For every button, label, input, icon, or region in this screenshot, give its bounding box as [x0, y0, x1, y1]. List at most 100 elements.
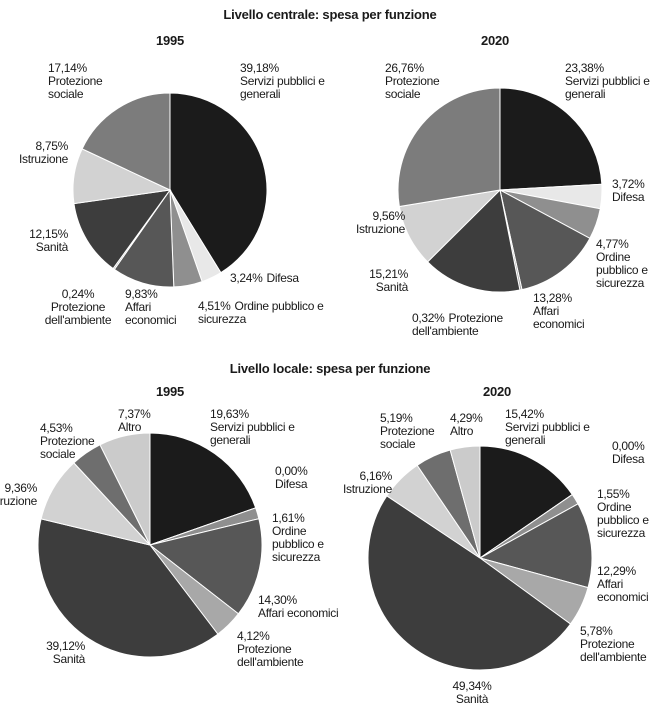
slice-label: 4,12% Protezione dell'ambiente	[237, 630, 327, 669]
slice-label: 9,83% Affari economici	[125, 288, 195, 327]
slice-label: 4,29% Altro	[450, 412, 490, 438]
value-label: 13,28%	[533, 291, 572, 305]
category-label: Sanità	[35, 240, 69, 254]
pie-slice	[397, 87, 501, 208]
chart-title: 2020	[480, 33, 510, 48]
pie-slice	[99, 432, 151, 546]
slice-label: 39,12% Sanità	[20, 640, 85, 666]
pie-slice	[426, 188, 521, 293]
pie-slice	[73, 189, 172, 270]
value-label: 12,15%	[29, 227, 68, 241]
value-label: 0,32%	[412, 311, 445, 325]
slice-label: 8,75% Istruzione	[4, 140, 68, 166]
value-label: 0,00%	[275, 464, 308, 478]
value-label: 0,00%	[612, 439, 645, 453]
section-title: Livello centrale: spesa per funzione	[223, 7, 437, 22]
pie-slice	[169, 92, 268, 274]
pie-slice	[449, 445, 481, 559]
category-label: Difesa	[612, 190, 645, 204]
pie-slice	[148, 518, 263, 615]
slice-label: 0,32% Protezione dell'ambiente	[412, 312, 532, 338]
category-label: Protezione dell'ambiente	[412, 311, 503, 338]
pie-slice	[81, 92, 171, 191]
value-label: 7,37%	[118, 407, 151, 421]
category-label: Ordine pubblico e sicurezza	[198, 299, 324, 326]
value-label: 15,21%	[369, 267, 408, 281]
slice-label: 13,28% Affari economici	[533, 292, 613, 331]
category-label: Affari economici	[533, 304, 585, 331]
slice-label: 17,14% Protezione sociale	[48, 62, 128, 101]
value-label: 49,34%	[452, 679, 492, 693]
slice-label: 4,53% Protezione sociale	[40, 422, 110, 461]
value-label: 8,75%	[35, 139, 68, 153]
slice-label: 49,34% Sanità	[432, 680, 512, 706]
category-label: Istruzione	[18, 152, 68, 166]
category-label: Servizi pubblici e generali	[210, 420, 295, 447]
slice-label: 3,24% Difesa	[230, 272, 350, 285]
category-label: Difesa	[275, 477, 308, 491]
section-title: Livello locale: spesa per funzione	[229, 361, 431, 376]
category-label: Protezione dell'ambiente	[580, 637, 647, 664]
slice-label: 9,56% Istruzione	[335, 210, 405, 236]
category-label: Ordine pubblico e sicurezza	[596, 250, 648, 290]
category-label: Protezione dell'ambiente	[237, 642, 304, 669]
value-label: 4,12%	[237, 629, 270, 643]
slice-label: 4,51% Ordine pubblico e sicurezza	[198, 300, 338, 326]
pie-slice	[499, 189, 591, 291]
slice-label: 12,29% Affari economici	[597, 565, 659, 604]
slice-label: 9,36%Istruzione	[0, 482, 37, 508]
slice-label: 3,72% Difesa	[612, 178, 658, 204]
category-label: Servizi pubblici e generali	[505, 420, 590, 447]
category-label: Protezione sociale	[40, 434, 95, 461]
category-label: Altro	[118, 420, 142, 434]
value-label: 9,56%	[372, 209, 405, 223]
slice-label: 0,24% Protezione dell'ambiente	[38, 288, 118, 327]
category-label: Ordine pubblico e sicurezza	[597, 500, 649, 540]
category-label: Servizi pubblici e generali	[240, 74, 325, 101]
slice-label: 1,61% Ordine pubblico e sicurezza	[272, 512, 342, 564]
chart-title: 2020	[482, 384, 512, 399]
value-label: 1,61%	[272, 511, 305, 525]
value-label: 9,36%	[4, 481, 37, 495]
category-label: Ordine pubblico e sicurezza	[272, 524, 324, 564]
slice-label: 6,16% Istruzione	[322, 470, 392, 496]
value-label: 3,72%	[612, 177, 645, 191]
slice-label: 19,63% Servizi pubblici e generali	[210, 408, 310, 447]
value-label: 6,16%	[359, 469, 392, 483]
category-label: Difesa	[266, 271, 300, 285]
value-label: 12,29%	[597, 564, 636, 578]
value-label: 19,63%	[210, 407, 249, 421]
value-label: 4,53%	[40, 421, 73, 435]
value-label: 17,14%	[48, 61, 87, 75]
value-label: 23,38%	[565, 61, 604, 75]
pie-slice	[367, 495, 572, 671]
category-label: Istruzione	[0, 494, 37, 508]
slice-label: 7,37% Altro	[118, 408, 168, 434]
slice-label: 15,42% Servizi pubblici e generali	[505, 408, 605, 447]
chart-title: 1995	[155, 33, 185, 48]
category-label: Sanità	[375, 280, 409, 294]
value-label: 4,51%	[198, 299, 231, 313]
slice-label: 12,15% Sanità	[10, 228, 68, 254]
value-label: 5,78%	[580, 624, 613, 638]
chart-title: 1995	[155, 384, 185, 399]
value-label: 3,24%	[230, 271, 263, 285]
category-label: Servizi pubblici e generali	[565, 74, 650, 101]
slice-label: 0,00% Difesa	[275, 465, 325, 491]
value-label: 0,24%	[61, 287, 95, 301]
slice-label: 23,38% Servizi pubblici e generali	[565, 62, 659, 101]
category-label: Protezione sociale	[385, 74, 440, 101]
category-label: Difesa	[612, 452, 645, 466]
value-label: 4,29%	[450, 411, 483, 425]
slice-label: 5,19% Protezione sociale	[380, 412, 450, 451]
slice-label: 1,55% Ordine pubblico e sicurezza	[597, 488, 659, 540]
slice-label: 15,21% Sanità	[348, 268, 408, 294]
category-label: Protezione dell'ambiente	[44, 300, 112, 327]
category-label: Altro	[450, 424, 474, 438]
pie-slice	[499, 87, 603, 191]
category-label: Istruzione	[342, 482, 392, 496]
value-label: 15,42%	[505, 407, 544, 421]
slice-label: 4,77% Ordine pubblico e sicurezza	[596, 238, 659, 290]
